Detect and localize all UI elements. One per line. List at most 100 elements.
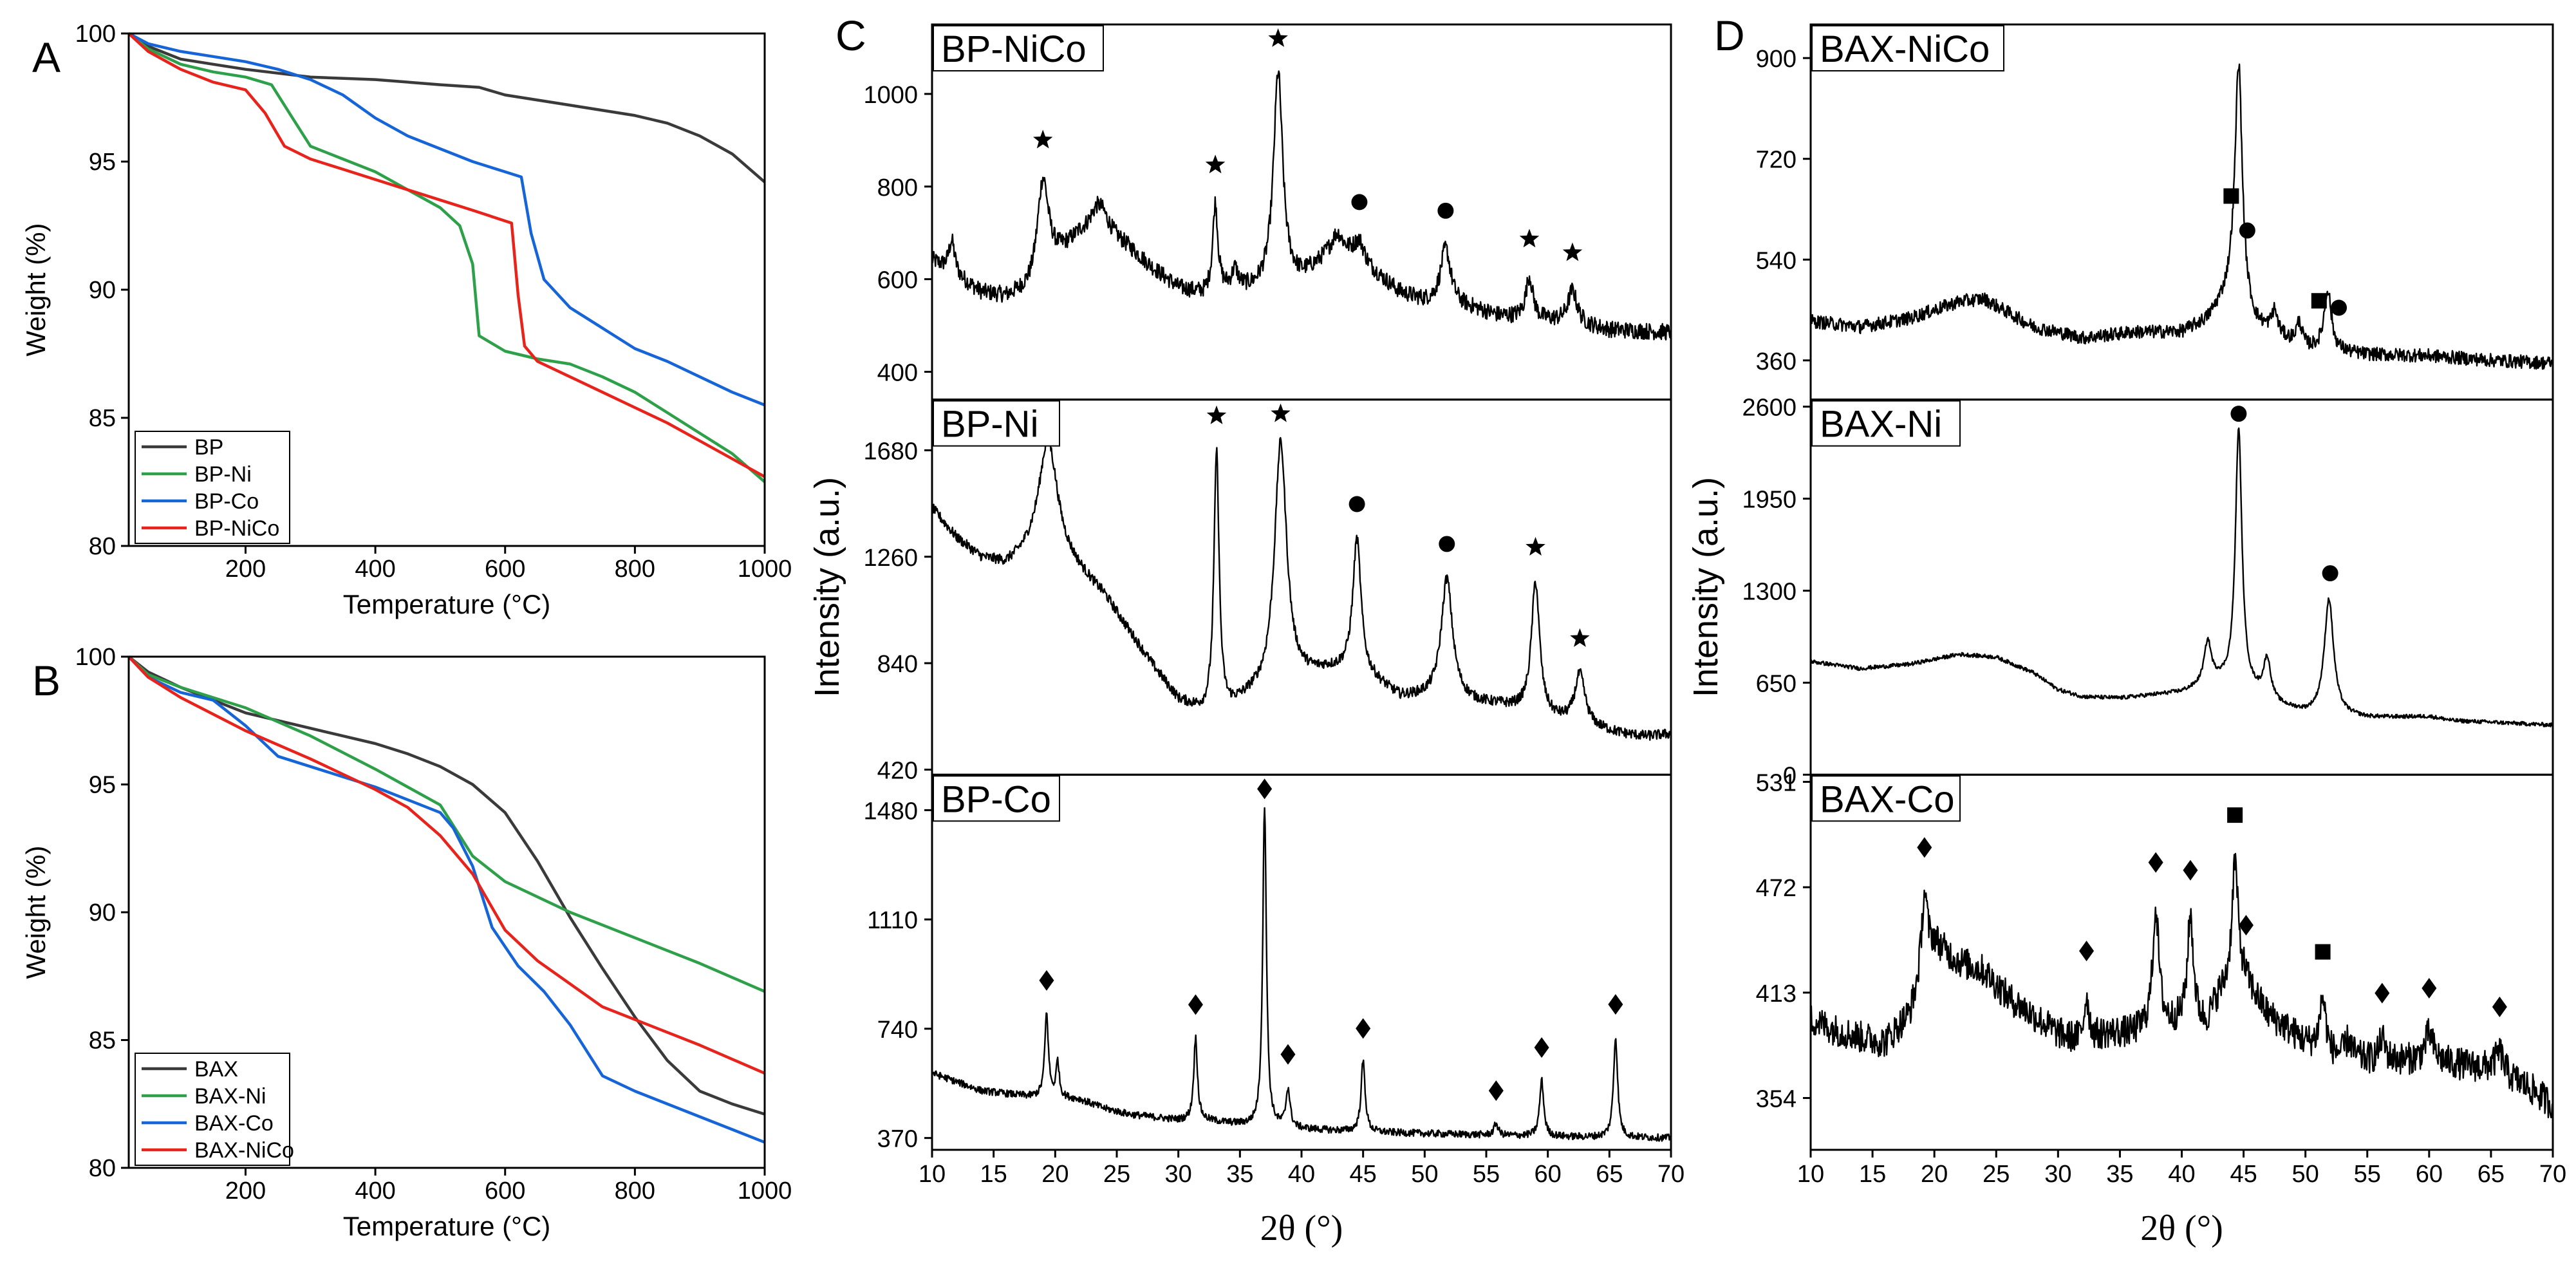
x-tick-label: 50 (1411, 1161, 1438, 1188)
x-tick-label: 60 (1535, 1161, 1562, 1188)
x-tick-label: 10 (919, 1161, 946, 1188)
x-tick-label: 40 (2168, 1161, 2195, 1188)
subplot-frame (1809, 23, 2554, 401)
x-tick-label: 30 (2044, 1161, 2071, 1188)
peak-marker-diamond (1039, 970, 1054, 991)
y-tick-label: 740 (877, 1017, 918, 1044)
legend-label: BAX-Co (194, 1111, 274, 1136)
y-tick-label: 0 (1783, 762, 1797, 789)
series-line-bax-ni (127, 655, 765, 993)
peak-marker-diamond (1488, 1080, 1504, 1102)
peak-marker-circle (2239, 222, 2255, 239)
x-axis-title: 2θ (°) (1260, 1208, 1343, 1248)
y-tick-label: 1950 (1742, 487, 1797, 514)
x-tick-label: 55 (2354, 1161, 2381, 1188)
panel-C: C 400 600 800 1000 BP-NiCo 420 840 1260 1680 BP-Ni… (808, 12, 1685, 1248)
peak-marker-square (2315, 944, 2331, 960)
series-line-bax (127, 655, 765, 1116)
y-tick-label: 360 (1756, 348, 1797, 375)
y-tick-label: 370 (877, 1126, 918, 1153)
xrd-trace (931, 435, 1672, 741)
peak-marker-circle (1439, 536, 1455, 552)
x-tick-label: 45 (2230, 1161, 2257, 1188)
x-tick-label: 600 (485, 556, 525, 583)
y-tick-label: 85 (89, 1027, 116, 1055)
subplot-name: BAX-Ni (1820, 404, 1942, 446)
panel-B: B 200 400 600 800 1000 80 85 90 95 100 Temperature … (21, 644, 792, 1241)
y-tick-label: 2600 (1742, 395, 1797, 422)
peak-marker-star (1206, 405, 1227, 424)
peak-marker-diamond (1280, 1044, 1296, 1065)
peak-marker-diamond (2148, 852, 2163, 873)
legend-label: BAX (194, 1057, 238, 1082)
peak-marker-circle (1351, 194, 1368, 211)
x-tick-label: 40 (1288, 1161, 1315, 1188)
y-tick-label: 1110 (867, 907, 918, 934)
subplot-name: BP-Co (941, 778, 1051, 820)
x-tick-label: 65 (2478, 1161, 2505, 1188)
peak-marker-circle (2230, 406, 2247, 422)
y-tick-label: 354 (1756, 1086, 1797, 1113)
subplot-name-box (933, 775, 1060, 822)
y-tick-label: 413 (1756, 980, 1797, 1008)
x-tick-label: 70 (1657, 1161, 1685, 1188)
y-axis-title: Weight (%) (21, 223, 51, 357)
x-axis-title: Temperature (°C) (343, 589, 551, 619)
subplot-bp-ni: 420 840 1260 1680 BP-Ni (863, 399, 1672, 784)
x-tick-label: 400 (355, 1177, 395, 1205)
peak-marker-square (2223, 188, 2239, 204)
peak-marker-star (1526, 537, 1545, 556)
panel-label: B (32, 657, 61, 704)
legend-label: BP-Ni (194, 462, 252, 487)
subplot-name: BAX-Co (1820, 778, 1955, 820)
x-tick-label: 45 (1350, 1161, 1377, 1188)
subplot-name: BAX-NiCo (1820, 28, 1990, 70)
x-tick-label: 25 (1103, 1161, 1130, 1188)
y-tick-label: 540 (1756, 247, 1797, 274)
peak-marker-diamond (2375, 982, 2390, 1004)
subplot-name-box (1811, 25, 2004, 71)
y-axis-title: Intensity (a.u.) (1686, 477, 1725, 697)
x-tick-label: 70 (2539, 1161, 2566, 1188)
peak-marker-star (1271, 403, 1291, 422)
peak-marker-diamond (1257, 778, 1273, 800)
x-axis-title: Temperature (°C) (343, 1211, 551, 1241)
series-line-bp (127, 32, 766, 183)
x-tick-label: 35 (1226, 1161, 1253, 1188)
legend-label: BAX-NiCo (194, 1138, 294, 1163)
y-tick-label: 720 (1756, 147, 1797, 174)
y-axis-title: Weight (%) (21, 846, 51, 979)
x-tick-label: 10 (1797, 1161, 1824, 1188)
series-line-bp-co (127, 32, 765, 407)
x-tick-label: 20 (1041, 1161, 1069, 1188)
peak-marker-diamond (1188, 994, 1203, 1015)
peak-marker-diamond (1917, 837, 1932, 858)
y-tick-label: 1300 (1742, 578, 1797, 605)
x-tick-label: 200 (225, 1177, 266, 1205)
peak-marker-circle (2322, 565, 2338, 581)
y-tick-label: 90 (89, 899, 116, 926)
peak-marker-circle (2331, 299, 2347, 316)
series-line-bp-ni (127, 32, 766, 483)
y-tick-label: 840 (877, 651, 918, 678)
subplot-name: BP-NiCo (941, 28, 1087, 70)
y-tick-label: 600 (877, 267, 918, 294)
x-tick-label: 15 (980, 1161, 1007, 1188)
xrd-trace (1809, 852, 2554, 1120)
x-tick-label: 25 (1983, 1161, 2010, 1188)
x-tick-label: 55 (1473, 1161, 1500, 1188)
y-tick-label: 1480 (863, 798, 918, 825)
y-tick-label: 80 (89, 1155, 116, 1182)
x-tick-label: 800 (615, 1177, 655, 1205)
legend-label: BP (194, 435, 223, 460)
x-tick-label: 800 (615, 556, 655, 583)
peak-marker-star (1033, 129, 1053, 149)
peak-marker-square (2311, 293, 2327, 309)
peak-marker-star (1519, 229, 1540, 248)
subplot-bax-nico: 360 540 720 900 BAX-NiCo (1756, 23, 2554, 401)
legend-label: BP-NiCo (194, 516, 279, 541)
x-axis-title: 2θ (°) (2140, 1208, 2223, 1248)
peak-marker-diamond (2492, 996, 2507, 1017)
peak-marker-star (1562, 242, 1583, 261)
